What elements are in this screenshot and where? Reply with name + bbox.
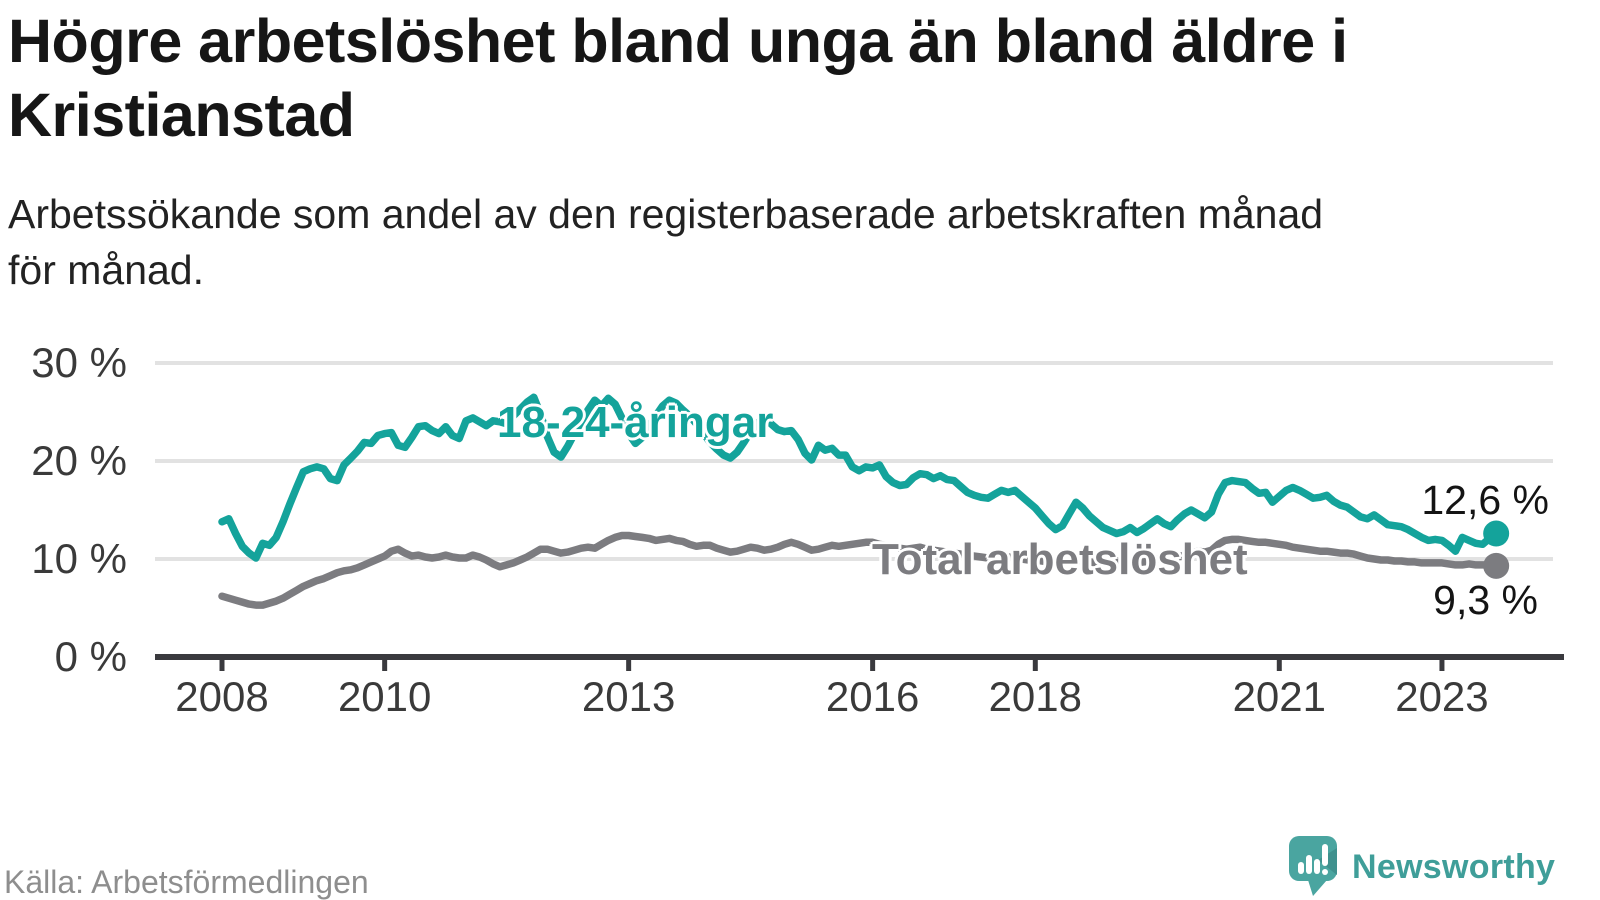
x-tick-label: 2016	[825, 673, 920, 720]
source-note: Källa: Arbetsförmedlingen	[4, 864, 369, 900]
x-tick-label: 2021	[1232, 673, 1326, 720]
end-value-label-youth: 12,6 %	[1421, 477, 1549, 523]
x-tick-label: 2013	[581, 673, 676, 720]
series-label-youth: 18-24-åringar	[497, 398, 774, 447]
x-tick-label: 2023	[1395, 673, 1489, 720]
y-tick-label: 0 %	[54, 633, 127, 680]
y-tick-label: 10 %	[31, 535, 127, 582]
total-line	[218, 531, 1500, 609]
newsworthy-icon	[1289, 836, 1337, 896]
subtitle-line-1: Arbetssökande som andel av den registerb…	[8, 191, 1324, 237]
y-tick-label: 30 %	[31, 339, 127, 386]
page-title: Högre arbetslöshet bland unga än bland ä…	[8, 4, 1583, 152]
chart-subtitle: Arbetssökande som andel av den registerb…	[8, 186, 1553, 298]
total-end-dot	[1483, 552, 1510, 579]
series-label-total: Total arbetslöshet	[872, 535, 1248, 584]
x-tick-label: 2018	[988, 673, 1083, 720]
youth-end-dot	[1483, 520, 1510, 547]
x-tick-label: 2010	[337, 673, 432, 720]
end-value-label-total: 9,3 %	[1433, 577, 1538, 623]
youth-line	[218, 393, 1500, 562]
title-line-2: Kristianstad	[8, 81, 355, 149]
subtitle-line-2: för månad.	[8, 247, 204, 293]
y-tick-label: 20 %	[31, 437, 127, 484]
brand-name: Newsworthy	[1352, 848, 1556, 886]
x-tick-label: 2008	[175, 673, 269, 720]
title-line-1: Högre arbetslöshet bland unga än bland ä…	[8, 7, 1348, 75]
newsworthy-logo: Newsworthy	[1289, 836, 1555, 898]
